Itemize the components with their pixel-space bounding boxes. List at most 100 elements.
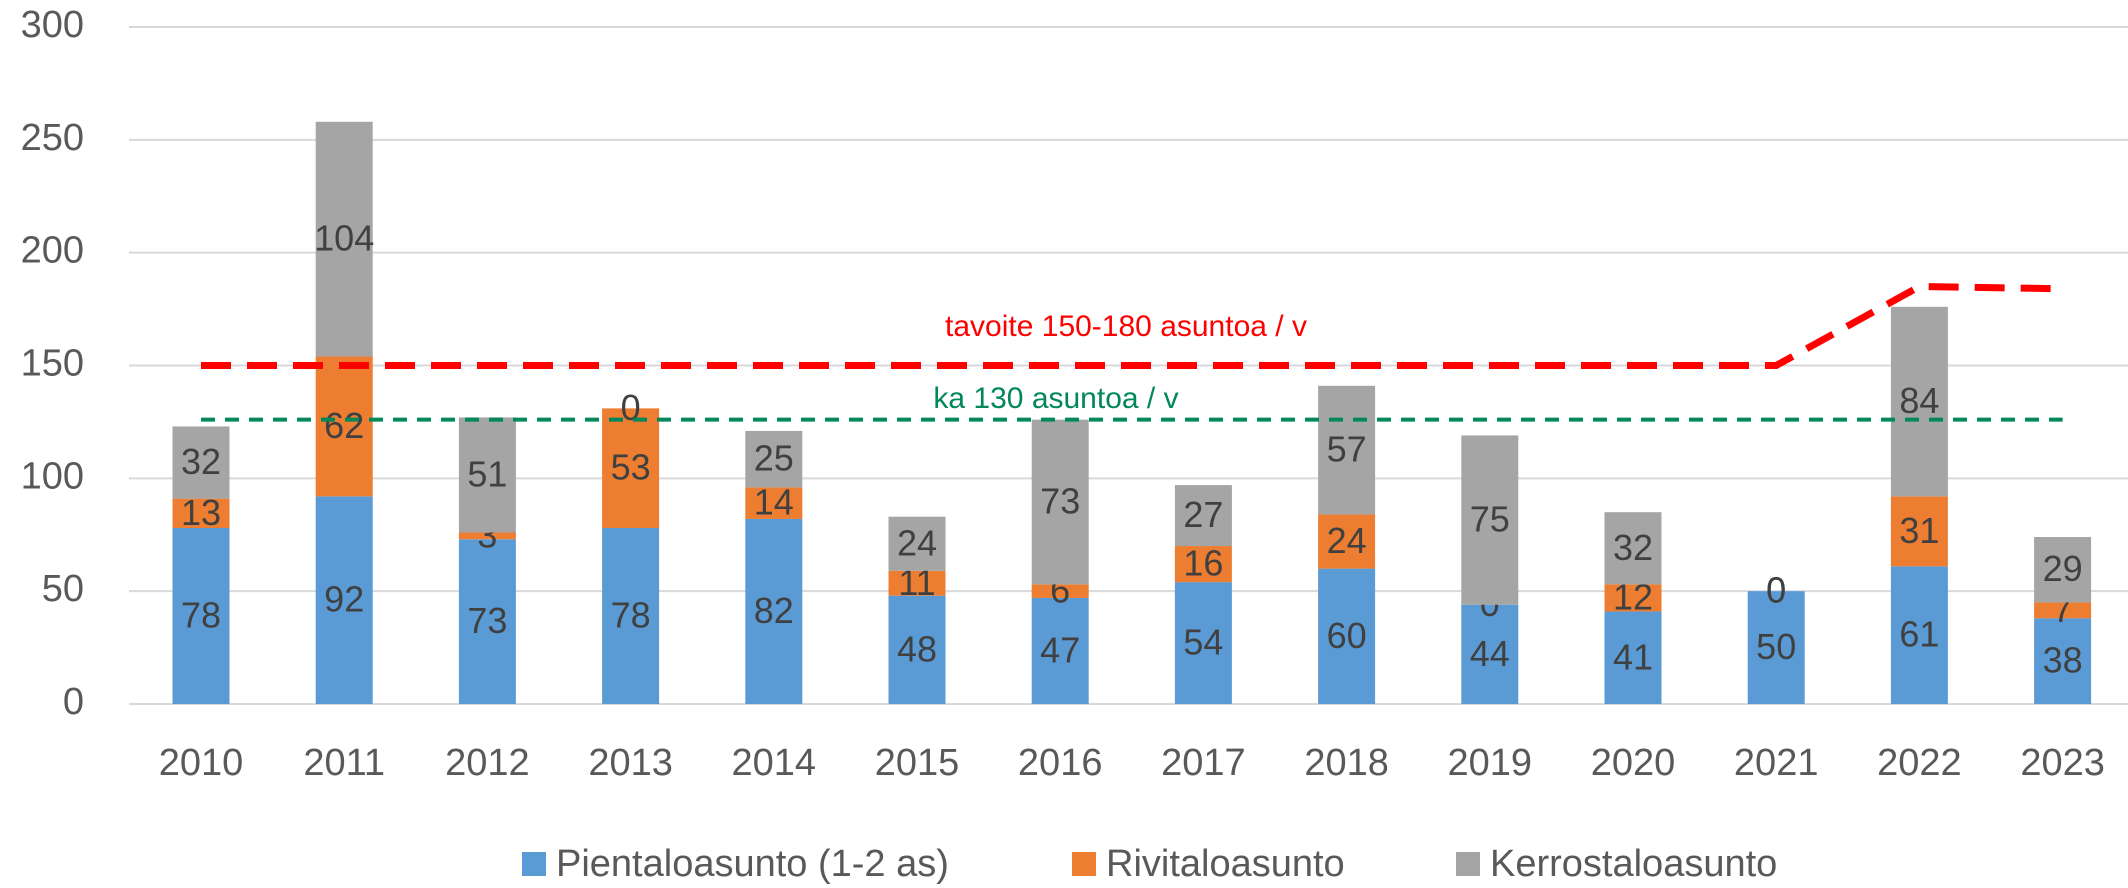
bar-segment xyxy=(458,539,516,704)
bar-segment xyxy=(458,417,516,533)
data-label: 92 xyxy=(324,579,364,620)
legend-swatch xyxy=(1072,852,1096,876)
data-label: 0 xyxy=(1766,570,1786,611)
legend-label: Pientaloasunto (1-2 as) xyxy=(556,843,949,885)
x-tick-label: 2019 xyxy=(1448,742,1533,784)
bar-segment xyxy=(745,487,803,519)
x-tick-label: 2012 xyxy=(445,742,530,784)
data-label: 54 xyxy=(1183,622,1223,663)
x-tick-label: 2018 xyxy=(1304,742,1389,784)
data-label: 48 xyxy=(897,628,937,669)
legend-label: Rivitaloasunto xyxy=(1106,843,1345,885)
data-label: 24 xyxy=(1327,520,1367,561)
bar-segment xyxy=(315,356,373,497)
data-label: 38 xyxy=(2043,640,2083,681)
bar-segment xyxy=(1890,306,1948,497)
data-label: 57 xyxy=(1327,429,1367,470)
bar-segment xyxy=(1318,385,1376,515)
x-tick-label: 2023 xyxy=(2020,742,2105,784)
annotation: tavoite 150-180 asuntoa / v xyxy=(945,310,1307,343)
data-label: 78 xyxy=(611,595,651,636)
bar-segment xyxy=(315,121,373,357)
data-label: 32 xyxy=(1613,527,1653,568)
x-tick-label: 2017 xyxy=(1161,742,1246,784)
bar-segment xyxy=(172,498,230,528)
data-label: 29 xyxy=(2043,548,2083,589)
bar-segment xyxy=(1604,584,1662,612)
data-label: 14 xyxy=(754,482,794,523)
x-tick-label: 2011 xyxy=(303,742,385,784)
legend-swatch xyxy=(1456,852,1480,876)
reference-line xyxy=(201,283,2063,369)
y-tick-label: 50 xyxy=(42,568,84,610)
x-tick-label: 2020 xyxy=(1591,742,1676,784)
data-label: 0 xyxy=(621,387,641,428)
data-label: 73 xyxy=(1040,481,1080,522)
bar-segment xyxy=(172,426,230,499)
bar-segment xyxy=(1031,584,1089,598)
data-label: 75 xyxy=(1470,499,1510,540)
data-label: 61 xyxy=(1899,614,1939,655)
data-label: 84 xyxy=(1899,380,1939,421)
bar-segment xyxy=(1890,566,1948,704)
data-label: 31 xyxy=(1899,510,1939,551)
data-label: 16 xyxy=(1183,543,1223,584)
bar-segment xyxy=(458,532,516,540)
bar-segment xyxy=(1031,597,1089,704)
bar-segment xyxy=(1318,514,1376,569)
data-label: 53 xyxy=(611,447,651,488)
data-label: 104 xyxy=(314,218,374,259)
x-tick-label: 2010 xyxy=(159,742,244,784)
y-tick-label: 0 xyxy=(63,681,84,723)
data-label: 27 xyxy=(1183,494,1223,535)
data-label: 41 xyxy=(1613,636,1653,677)
data-label: 32 xyxy=(181,441,221,482)
data-label: 82 xyxy=(754,590,794,631)
y-tick-label: 300 xyxy=(21,4,84,46)
y-tick-label: 200 xyxy=(21,230,84,272)
data-label: 78 xyxy=(181,595,221,636)
bar-segment xyxy=(1174,582,1232,704)
data-label: 24 xyxy=(897,522,937,563)
bar-segment xyxy=(1031,419,1089,585)
data-label: 13 xyxy=(181,492,221,533)
data-label: 25 xyxy=(754,438,794,479)
data-label: 50 xyxy=(1756,626,1796,667)
bar-segment xyxy=(1604,512,1662,585)
y-tick-label: 250 xyxy=(21,117,84,159)
x-tick-label: 2016 xyxy=(1018,742,1103,784)
bar-segment xyxy=(172,527,230,704)
data-label: 0 xyxy=(1766,570,1786,611)
bar-segment xyxy=(1604,611,1662,704)
bar-segment xyxy=(745,518,803,704)
annotation: ka 130 asuntoa / v xyxy=(933,382,1178,415)
legend-swatch xyxy=(522,852,546,876)
data-label: 51 xyxy=(467,453,507,494)
x-tick-label: 2021 xyxy=(1734,742,1819,784)
bar-segment xyxy=(888,516,946,571)
legend-label: Kerrostaloasunto xyxy=(1490,843,1777,885)
bar-segment xyxy=(1174,546,1232,583)
bar-segment xyxy=(2034,537,2092,603)
data-label: 60 xyxy=(1327,615,1367,656)
x-tick-label: 2014 xyxy=(732,742,817,784)
data-label: 73 xyxy=(467,600,507,641)
x-tick-label: 2013 xyxy=(588,742,673,784)
bar-segment xyxy=(602,527,660,704)
bar-segment xyxy=(1461,435,1519,605)
bar-segment xyxy=(2034,602,2092,619)
bar-segment xyxy=(1318,568,1376,704)
bar-segment xyxy=(745,430,803,488)
bar-segment xyxy=(888,595,946,704)
bar-segment xyxy=(888,570,946,596)
y-tick-label: 100 xyxy=(21,455,84,497)
x-tick-label: 2022 xyxy=(1877,742,1962,784)
data-label: 47 xyxy=(1040,629,1080,670)
data-label: 62 xyxy=(324,405,364,446)
bar-segment xyxy=(1461,604,1519,704)
bar-segment xyxy=(1747,591,1805,704)
bar-segment xyxy=(315,496,373,704)
data-label: 44 xyxy=(1470,633,1510,674)
bar-segment xyxy=(1174,485,1232,547)
